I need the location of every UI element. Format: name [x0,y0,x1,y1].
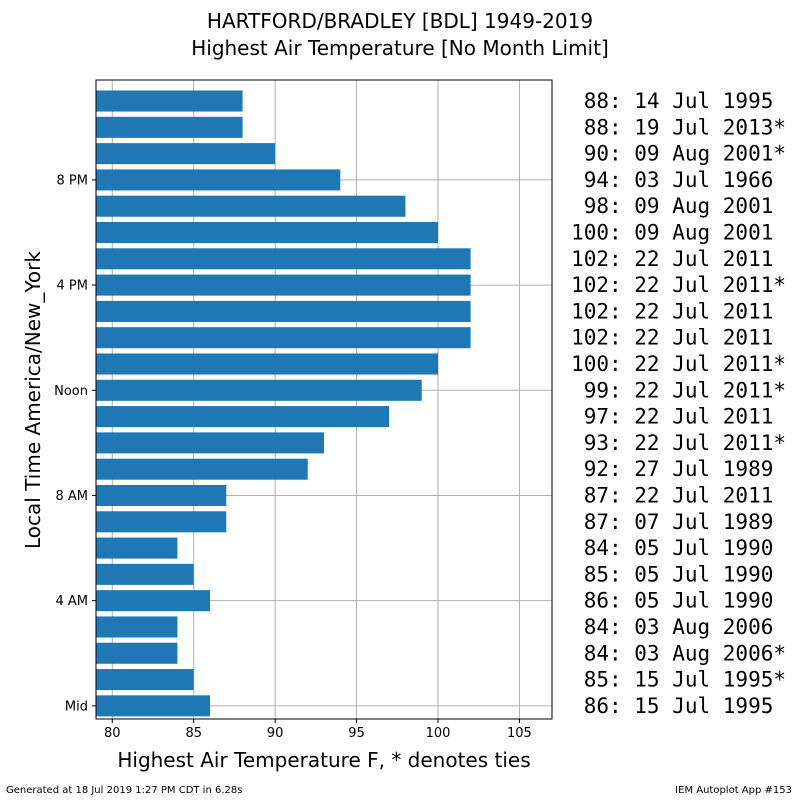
x-tick-label: 100 [426,726,451,741]
x-tick-label: 105 [507,726,532,741]
annotation-hour-4: 86: 05 Jul 1990 [584,589,774,613]
annotation-hour-0: 86: 15 Jul 1995 [584,694,774,718]
annotation-hour-8: 87: 22 Jul 2011 [584,483,774,507]
annotation-hour-12: 99: 22 Jul 2011* [584,378,786,402]
annotation-hour-1: 85: 15 Jul 1995* [584,668,786,692]
x-axis-label: Highest Air Temperature F, * denotes tie… [117,748,530,772]
bar-hour-1 [96,669,194,691]
annotation-hour-20: 94: 03 Jul 1966 [584,168,774,192]
bars [96,90,471,717]
bar-hour-23 [96,90,243,112]
bar-hour-3 [96,616,178,638]
bar-hour-21 [96,143,276,165]
x-tick-label: 85 [185,726,202,741]
x-tick-label: 90 [267,726,284,741]
bar-hour-8 [96,484,227,506]
annotation-hour-5: 85: 05 Jul 1990 [584,562,774,586]
y-tick-label: Mid [65,699,88,714]
bar-hour-2 [96,642,178,664]
bar-hour-13 [96,353,438,375]
y-tick-label: Noon [54,384,88,399]
x-axis-ticks: 80 85 90 95 100 105 [104,719,532,741]
annotation-hour-21: 90: 09 Aug 2001* [584,142,786,166]
bar-hour-9 [96,458,308,480]
x-tick-label: 80 [104,726,121,741]
plot-frame [95,79,553,720]
annotation-hour-6: 84: 05 Jul 1990 [584,536,774,560]
annotation-hour-9: 92: 27 Jul 1989 [584,457,774,481]
annotation-hour-3: 84: 03 Aug 2006 [584,615,774,639]
annotation-hour-16: 102: 22 Jul 2011* [571,273,786,297]
annotation-hour-13: 100: 22 Jul 2011* [571,352,786,376]
annotation-hour-2: 84: 03 Aug 2006* [584,641,786,665]
annotation-hour-23: 88: 14 Jul 1995 [584,89,774,113]
bar-hour-6 [96,537,178,559]
bar-hour-10 [96,432,324,454]
annotation-hour-15: 102: 22 Jul 2011 [571,299,773,323]
footer-app: IEM Autoplot App #153 [675,785,792,796]
y-tick-label: 8 PM [57,173,88,188]
bar-hour-12 [96,379,422,401]
bar-hour-5 [96,563,194,585]
footer-generated: Generated at 18 Jul 2019 1:27 PM CDT in … [6,785,242,796]
bar-hour-18 [96,222,438,244]
bar-hour-22 [96,116,243,138]
annotation-hour-14: 102: 22 Jul 2011 [571,326,773,350]
bar-hour-11 [96,406,390,428]
y-axis-label: Local Time America/New_York [21,251,45,549]
bar-hour-19 [96,195,406,217]
annotation-hour-18: 100: 09 Aug 2001 [571,221,773,245]
y-tick-label: 8 AM [55,489,88,504]
x-tick-label: 95 [348,726,365,741]
bar-hour-7 [96,511,227,533]
y-axis-ticks: Mid 4 AM 8 AM Noon 4 PM 8 PM [54,173,96,714]
annotation-hour-22: 88: 19 Jul 2013* [584,115,786,139]
bar-hour-14 [96,327,471,349]
annotation-hour-7: 87: 07 Jul 1989 [584,510,774,534]
annotation-hour-17: 102: 22 Jul 2011 [571,247,773,271]
chart-title-line1: HARTFORD/BRADLEY [BDL] 1949-2019 [207,9,593,33]
annotation-hour-10: 93: 22 Jul 2011* [584,431,786,455]
annotation-hour-11: 97: 22 Jul 2011 [584,405,774,429]
annotation-hour-19: 98: 09 Aug 2001 [584,194,774,218]
bar-hour-15 [96,300,471,322]
bar-hour-4 [96,590,210,612]
bar-hour-20 [96,169,341,191]
bar-hour-17 [96,248,471,270]
y-tick-label: 4 AM [55,594,88,609]
chart-title-line2: Highest Air Temperature [No Month Limit] [191,36,609,60]
bar-hour-0 [96,695,210,717]
y-tick-label: 4 PM [57,279,88,294]
bar-hour-16 [96,274,471,296]
